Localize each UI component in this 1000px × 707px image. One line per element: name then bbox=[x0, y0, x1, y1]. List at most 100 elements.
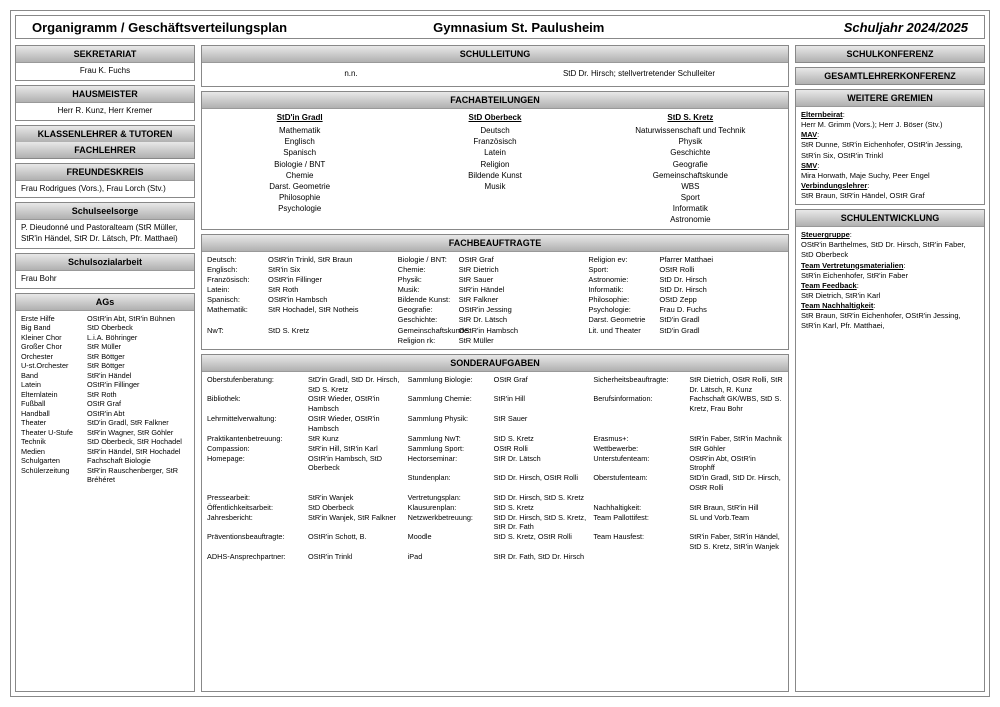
fachbeauftragte-label: Lit. und Theater bbox=[588, 326, 653, 336]
feedback-lbl: Team Feedback bbox=[801, 281, 857, 290]
freundeskreis-box: FREUNDESKREIS Frau Rodrigues (Vors.), Fr… bbox=[15, 163, 195, 199]
ags-value: StD Oberbeck, StR Hochadel bbox=[87, 437, 189, 446]
sonder-value: OStR'in Abt, OStR'in Strophff bbox=[689, 454, 783, 474]
sonder-value: StR'in Wanjek bbox=[308, 493, 402, 503]
ags-label: Theater bbox=[21, 418, 83, 427]
verb-lbl: Verbindungslehrer bbox=[801, 181, 867, 190]
fachabteilung-item: Astronomie bbox=[597, 214, 784, 225]
freundeskreis-hdr: FREUNDESKREIS bbox=[16, 164, 194, 181]
fachabteilung-item: Darst. Geometrie bbox=[206, 181, 393, 192]
ags-value: OStR'in Fillinger bbox=[87, 380, 189, 389]
sonder-label: Pressearbeit: bbox=[207, 493, 302, 503]
fachabteilung-item: Gemeinschaftskunde bbox=[597, 170, 784, 181]
sonder-value: StD S. Kretz bbox=[494, 434, 588, 444]
sonder-value: OStR Rolli bbox=[494, 444, 588, 454]
gremien-body: Elternbeirat: Herr M. Grimm (Vors.); Her… bbox=[796, 107, 984, 204]
fachbeauftragte-label bbox=[207, 315, 262, 325]
steuer-val: OStR'in Barthelmes, StD Dr. Hirsch, StR'… bbox=[801, 240, 966, 259]
fachbeauftragte-label: Spanisch: bbox=[207, 295, 262, 305]
fachbeauftragte-value: StR Müller bbox=[459, 336, 583, 346]
klassenlehrer-box: KLASSENLEHRER & TUTOREN FACHLEHRER bbox=[15, 125, 195, 159]
fachbeauftragte-value: OStR'in Fillinger bbox=[268, 275, 392, 285]
fachabteilung-item: Spanisch bbox=[206, 147, 393, 158]
fachabteilung-item: Deutsch bbox=[401, 125, 588, 136]
fachbeauftragte-value: StR Hochadel, StR Notheis bbox=[268, 305, 392, 315]
schulleitung-body: n.n. StD Dr. Hirsch; stellvertretender S… bbox=[202, 63, 788, 86]
fachabteilungen-box: FACHABTEILUNGEN StD'in GradlMathematikEn… bbox=[201, 91, 789, 230]
klassenlehrer-hdr2: FACHLEHRER bbox=[16, 142, 194, 158]
klassenlehrer-hdr1: KLASSENLEHRER & TUTOREN bbox=[16, 126, 194, 142]
fachabteilungen-cols: StD'in GradlMathematikEnglischSpanischBi… bbox=[202, 109, 788, 229]
fachbeauftragte-value: StD S. Kretz bbox=[268, 326, 392, 336]
sonder-value: StR Dietrich, OStR Rolli, StR Dr. Lätsch… bbox=[689, 375, 783, 395]
fachbeauftragte-value: StD Dr. Hirsch bbox=[659, 275, 783, 285]
sekretariat-body: Frau K. Fuchs bbox=[16, 63, 194, 80]
nachh-lbl: Team Nachhaltigkeit bbox=[801, 301, 873, 310]
hausmeister-hdr: HAUSMEISTER bbox=[16, 86, 194, 103]
ags-grid: Erste HilfeOStR'in Abt, StR'in BühnenBig… bbox=[16, 311, 194, 488]
fachabteilung-item: Geschichte bbox=[597, 147, 784, 158]
ags-label: Band bbox=[21, 371, 83, 380]
sonder-label bbox=[593, 414, 683, 434]
fachbeauftragte-value: StR Dr. Lätsch bbox=[459, 315, 583, 325]
fachbeauftragte-value bbox=[268, 336, 392, 346]
sonderaufgaben-grid: Oberstufenberatung:StD'in Gradl, StD Dr.… bbox=[202, 372, 788, 565]
schulentwicklung-box: SCHULENTWICKLUNG Steuergruppe: OStR'in B… bbox=[795, 209, 985, 692]
schulkonferenz-hdr: SCHULKONFERENZ bbox=[796, 46, 984, 62]
ags-value: OStR Graf bbox=[87, 399, 189, 408]
ags-label: Fußball bbox=[21, 399, 83, 408]
fachbeauftragte-label: Gemeinschaftskunde: bbox=[398, 326, 453, 336]
sonder-value: StD S. Kretz, OStR Rolli bbox=[494, 532, 588, 552]
schulkonferenz-box: SCHULKONFERENZ bbox=[795, 45, 985, 63]
sonder-value: StR'in Hill bbox=[494, 394, 588, 414]
right-column: SCHULKONFERENZ GESAMTLEHRERKONFERENZ WEI… bbox=[795, 45, 985, 692]
fachbeauftragte-label bbox=[207, 336, 262, 346]
fachabteilung-col: StD'in GradlMathematikEnglischSpanischBi… bbox=[202, 109, 397, 229]
sonder-label: ADHS-Ansprechpartner: bbox=[207, 552, 302, 562]
seelsorge-hdr: Schulseelsorge bbox=[16, 203, 194, 220]
fachbeauftragte-label: Geografie: bbox=[398, 305, 453, 315]
seelsorge-body: P. Dieudonné und Pastoralteam (StR Mülle… bbox=[16, 220, 194, 248]
sonder-label: Berufsinformation: bbox=[593, 394, 683, 414]
fachbeauftragte-value: StR Dietrich bbox=[459, 265, 583, 275]
fachbeauftragte-value: StD'in Gradl bbox=[659, 326, 783, 336]
ags-label: Technik bbox=[21, 437, 83, 446]
ags-value: OStR'in Abt, StR'in Bühnen bbox=[87, 314, 189, 323]
schulleitung-hdr: SCHULLEITUNG bbox=[202, 46, 788, 63]
sonder-label: Stundenplan: bbox=[408, 473, 488, 493]
sekretariat-box: SEKRETARIAT Frau K. Fuchs bbox=[15, 45, 195, 81]
sonder-label: iPad bbox=[408, 552, 488, 562]
fachbeauftragte-label: Chemie: bbox=[398, 265, 453, 275]
fachbeauftragte-label: Philosophie: bbox=[588, 295, 653, 305]
nachh-val: StR Braun, StR'in Eichenhofer, OStR'in J… bbox=[801, 311, 961, 330]
sonder-value: Fachschaft GK/WBS, StD S. Kretz, Frau Bo… bbox=[689, 394, 783, 414]
sonder-label: Moodle bbox=[408, 532, 488, 552]
fachabteilung-item: Philosophie bbox=[206, 192, 393, 203]
hausmeister-box: HAUSMEISTER Herr R. Kunz, Herr Kremer bbox=[15, 85, 195, 121]
fachabteilungen-hdr: FACHABTEILUNGEN bbox=[202, 92, 788, 109]
sonder-label: Netzwerkbetreuung: bbox=[408, 513, 488, 533]
ags-value: StD'in Gradl, StR Falkner bbox=[87, 418, 189, 427]
fachbeauftragte-label: Biologie / BNT: bbox=[398, 255, 453, 265]
ags-value: Fachschaft Biologie bbox=[87, 456, 189, 465]
sozialarbeit-box: Schulsozialarbeit Frau Bohr bbox=[15, 253, 195, 289]
sonder-label: Team Hausfest: bbox=[593, 532, 683, 552]
fachbeauftragte-value: Frau D. Fuchs bbox=[659, 305, 783, 315]
left-column: SEKRETARIAT Frau K. Fuchs HAUSMEISTER He… bbox=[15, 45, 195, 692]
feedback-val: StR Dietrich, StR'in Karl bbox=[801, 291, 880, 300]
sonder-value: OStR'in Schott, B. bbox=[308, 532, 402, 552]
ags-box: AGs Erste HilfeOStR'in Abt, StR'in Bühne… bbox=[15, 293, 195, 692]
sonder-value: OStR Wieder, OStR'in Hambsch bbox=[308, 394, 402, 414]
vertret-lbl: Team Vertretungsmaterialien bbox=[801, 261, 903, 270]
main-grid: SEKRETARIAT Frau K. Fuchs HAUSMEISTER He… bbox=[15, 45, 985, 692]
sonder-label: Sicherheitsbeauftragte: bbox=[593, 375, 683, 395]
fachbeauftragte-value bbox=[659, 336, 783, 346]
sonder-value bbox=[308, 473, 402, 493]
fachbeauftragte-label: Geschichte: bbox=[398, 315, 453, 325]
fachbeauftragte-label: Musik: bbox=[398, 285, 453, 295]
fachbeauftragte-box: FACHBEAUFTRAGTE Deutsch:OStR'in Trinkl, … bbox=[201, 234, 789, 350]
sonderaufgaben-box: SONDERAUFGABEN Oberstufenberatung:StD'in… bbox=[201, 354, 789, 692]
sonder-label: Jahresbericht: bbox=[207, 513, 302, 533]
fachbeauftragte-label: Mathematik: bbox=[207, 305, 262, 315]
vertret-val: StR'in Eichenhofer, StR'in Faber bbox=[801, 271, 908, 280]
